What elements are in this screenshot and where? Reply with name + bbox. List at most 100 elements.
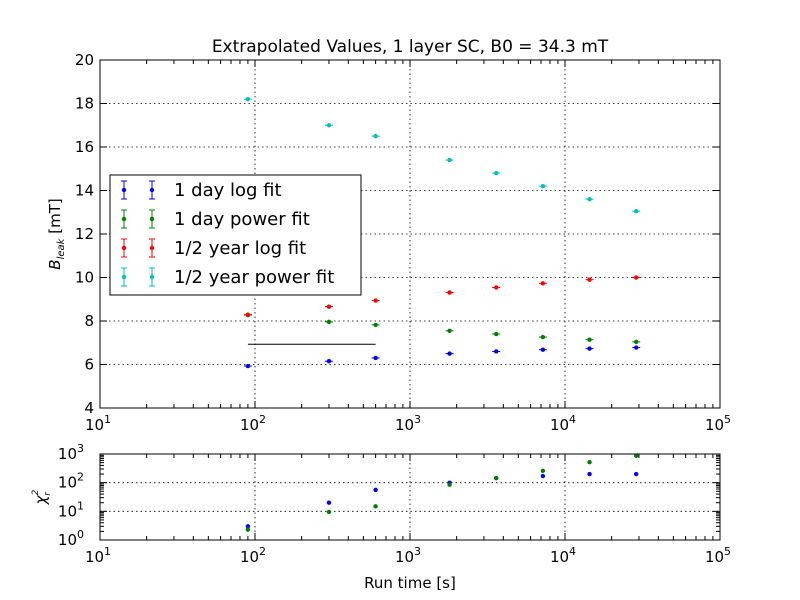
chi-y-axis-label-sub: r	[43, 491, 53, 496]
data-point	[540, 183, 546, 189]
chi-x-tick-exp: 4	[569, 545, 576, 558]
legend-item: 1 day power fit	[121, 209, 310, 230]
data-point	[634, 345, 639, 350]
main-x-tick-base: 10	[395, 416, 414, 434]
data-point	[587, 197, 592, 202]
chi-x-tick-base: 10	[240, 548, 259, 566]
legend-marker	[149, 274, 155, 280]
main-x-tick-exp: 4	[569, 413, 576, 426]
chi-plot-frame	[99, 453, 721, 541]
chi-x-tick-exp: 5	[724, 545, 731, 558]
main-x-tick-base: 10	[705, 416, 724, 434]
main-x-tick-exp: 1	[104, 413, 111, 426]
data-point	[447, 157, 452, 163]
data-point	[373, 133, 378, 139]
chi-x-tick-exp: 1	[104, 545, 111, 558]
data-point	[447, 351, 452, 356]
main-y-tick-label: 4	[84, 399, 94, 417]
data-point	[245, 96, 251, 102]
legend-item: 1/2 year power fit	[121, 267, 334, 288]
main-x-tick-base: 10	[240, 416, 259, 434]
data-point	[587, 337, 592, 342]
main-y-axis-label-unit: [mT]	[46, 198, 64, 238]
chi-grid	[100, 454, 720, 540]
main-y-axis-label-main: B	[46, 259, 64, 269]
main-x-tick-label: 105	[705, 413, 731, 434]
data-point	[447, 328, 452, 333]
main-x-tick-label: 102	[240, 413, 266, 434]
main-x-tick-base: 10	[85, 416, 104, 434]
main-y-tick-label: 10	[75, 269, 94, 287]
data-point	[245, 363, 251, 369]
data-point	[373, 355, 378, 361]
chi-x-tick-exp: 2	[259, 545, 266, 558]
chi-y-axis-label-sup: 2	[31, 489, 41, 495]
data-point	[634, 275, 639, 280]
chi-data-point	[245, 527, 251, 532]
chi-x-tick-label: 101	[85, 545, 111, 566]
chi-y-tick-base: 10	[58, 531, 77, 549]
chi-x-tick-labels: 101 102 103 104 105	[85, 545, 731, 566]
main-y-tick-label: 6	[84, 356, 94, 374]
data-point	[634, 208, 639, 214]
chi-x-axis-label: Run time [s]	[364, 574, 456, 592]
legend-marker	[149, 187, 155, 193]
data-point	[494, 285, 499, 290]
legend-label: 1 day power fit	[174, 209, 310, 230]
chi-y-tick-label: 103	[58, 442, 84, 463]
main-y-tick-label: 20	[75, 51, 94, 69]
legend-marker	[121, 187, 127, 193]
chi-x-tick-base: 10	[395, 548, 414, 566]
chi-y-axis-label-main: χ	[32, 494, 50, 505]
main-y-axis-label: Bleak [mT]	[46, 198, 67, 269]
legend-marker	[121, 216, 127, 222]
main-ticks	[99, 59, 721, 409]
main-x-tick-labels: 101 102 103 104 105	[85, 413, 731, 434]
chi-data-point	[587, 459, 592, 465]
legend-marker	[149, 245, 155, 251]
chi-x-tick-exp: 3	[414, 545, 421, 558]
data-point	[587, 346, 592, 351]
chi-y-tick-base: 10	[58, 445, 77, 463]
chi-data-point	[373, 504, 378, 509]
data-point	[373, 298, 378, 303]
chi-data-point	[634, 471, 639, 477]
data-point	[326, 319, 332, 325]
legend-item: 1 day log fit	[121, 180, 282, 201]
main-y-tick-label: 16	[75, 138, 94, 156]
chi-x-tick-base: 10	[85, 548, 104, 566]
data-point	[494, 349, 499, 354]
legend-label: 1/2 year power fit	[174, 267, 334, 288]
main-data-marks	[243, 96, 641, 369]
chi-series-2	[245, 453, 639, 532]
data-point	[540, 281, 546, 286]
main-x-tick-exp: 3	[414, 413, 421, 426]
chi-y-tick-exp: 1	[77, 499, 84, 512]
series-3	[243, 275, 641, 317]
chi-x-tick-label: 103	[395, 545, 421, 566]
main-x-tick-label: 101	[85, 413, 111, 434]
series-1	[243, 345, 641, 369]
main-y-tick-label: 18	[75, 95, 94, 113]
chi-x-tick-base: 10	[705, 548, 724, 566]
series-2	[243, 312, 641, 345]
chi-y-tick-label: 101	[58, 499, 84, 520]
chi-data-point	[373, 487, 378, 493]
data-point	[540, 334, 546, 340]
chi-data-marks	[245, 453, 639, 532]
chi-data-point	[634, 453, 639, 459]
main-x-tick-exp: 2	[259, 413, 266, 426]
chi-y-tick-label: 102	[58, 471, 84, 492]
data-point	[373, 322, 378, 328]
chi-data-point	[540, 468, 546, 473]
data-point	[245, 312, 251, 317]
main-x-tick-base: 10	[550, 416, 569, 434]
data-point	[587, 277, 592, 282]
main-y-tick-label: 8	[84, 312, 94, 330]
data-point	[447, 290, 452, 295]
chi-data-point	[447, 482, 452, 487]
main-y-tick-label: 14	[75, 182, 94, 200]
chi-data-point	[245, 524, 251, 529]
chart-title: Extrapolated Values, 1 layer SC, B0 = 34…	[212, 37, 609, 57]
